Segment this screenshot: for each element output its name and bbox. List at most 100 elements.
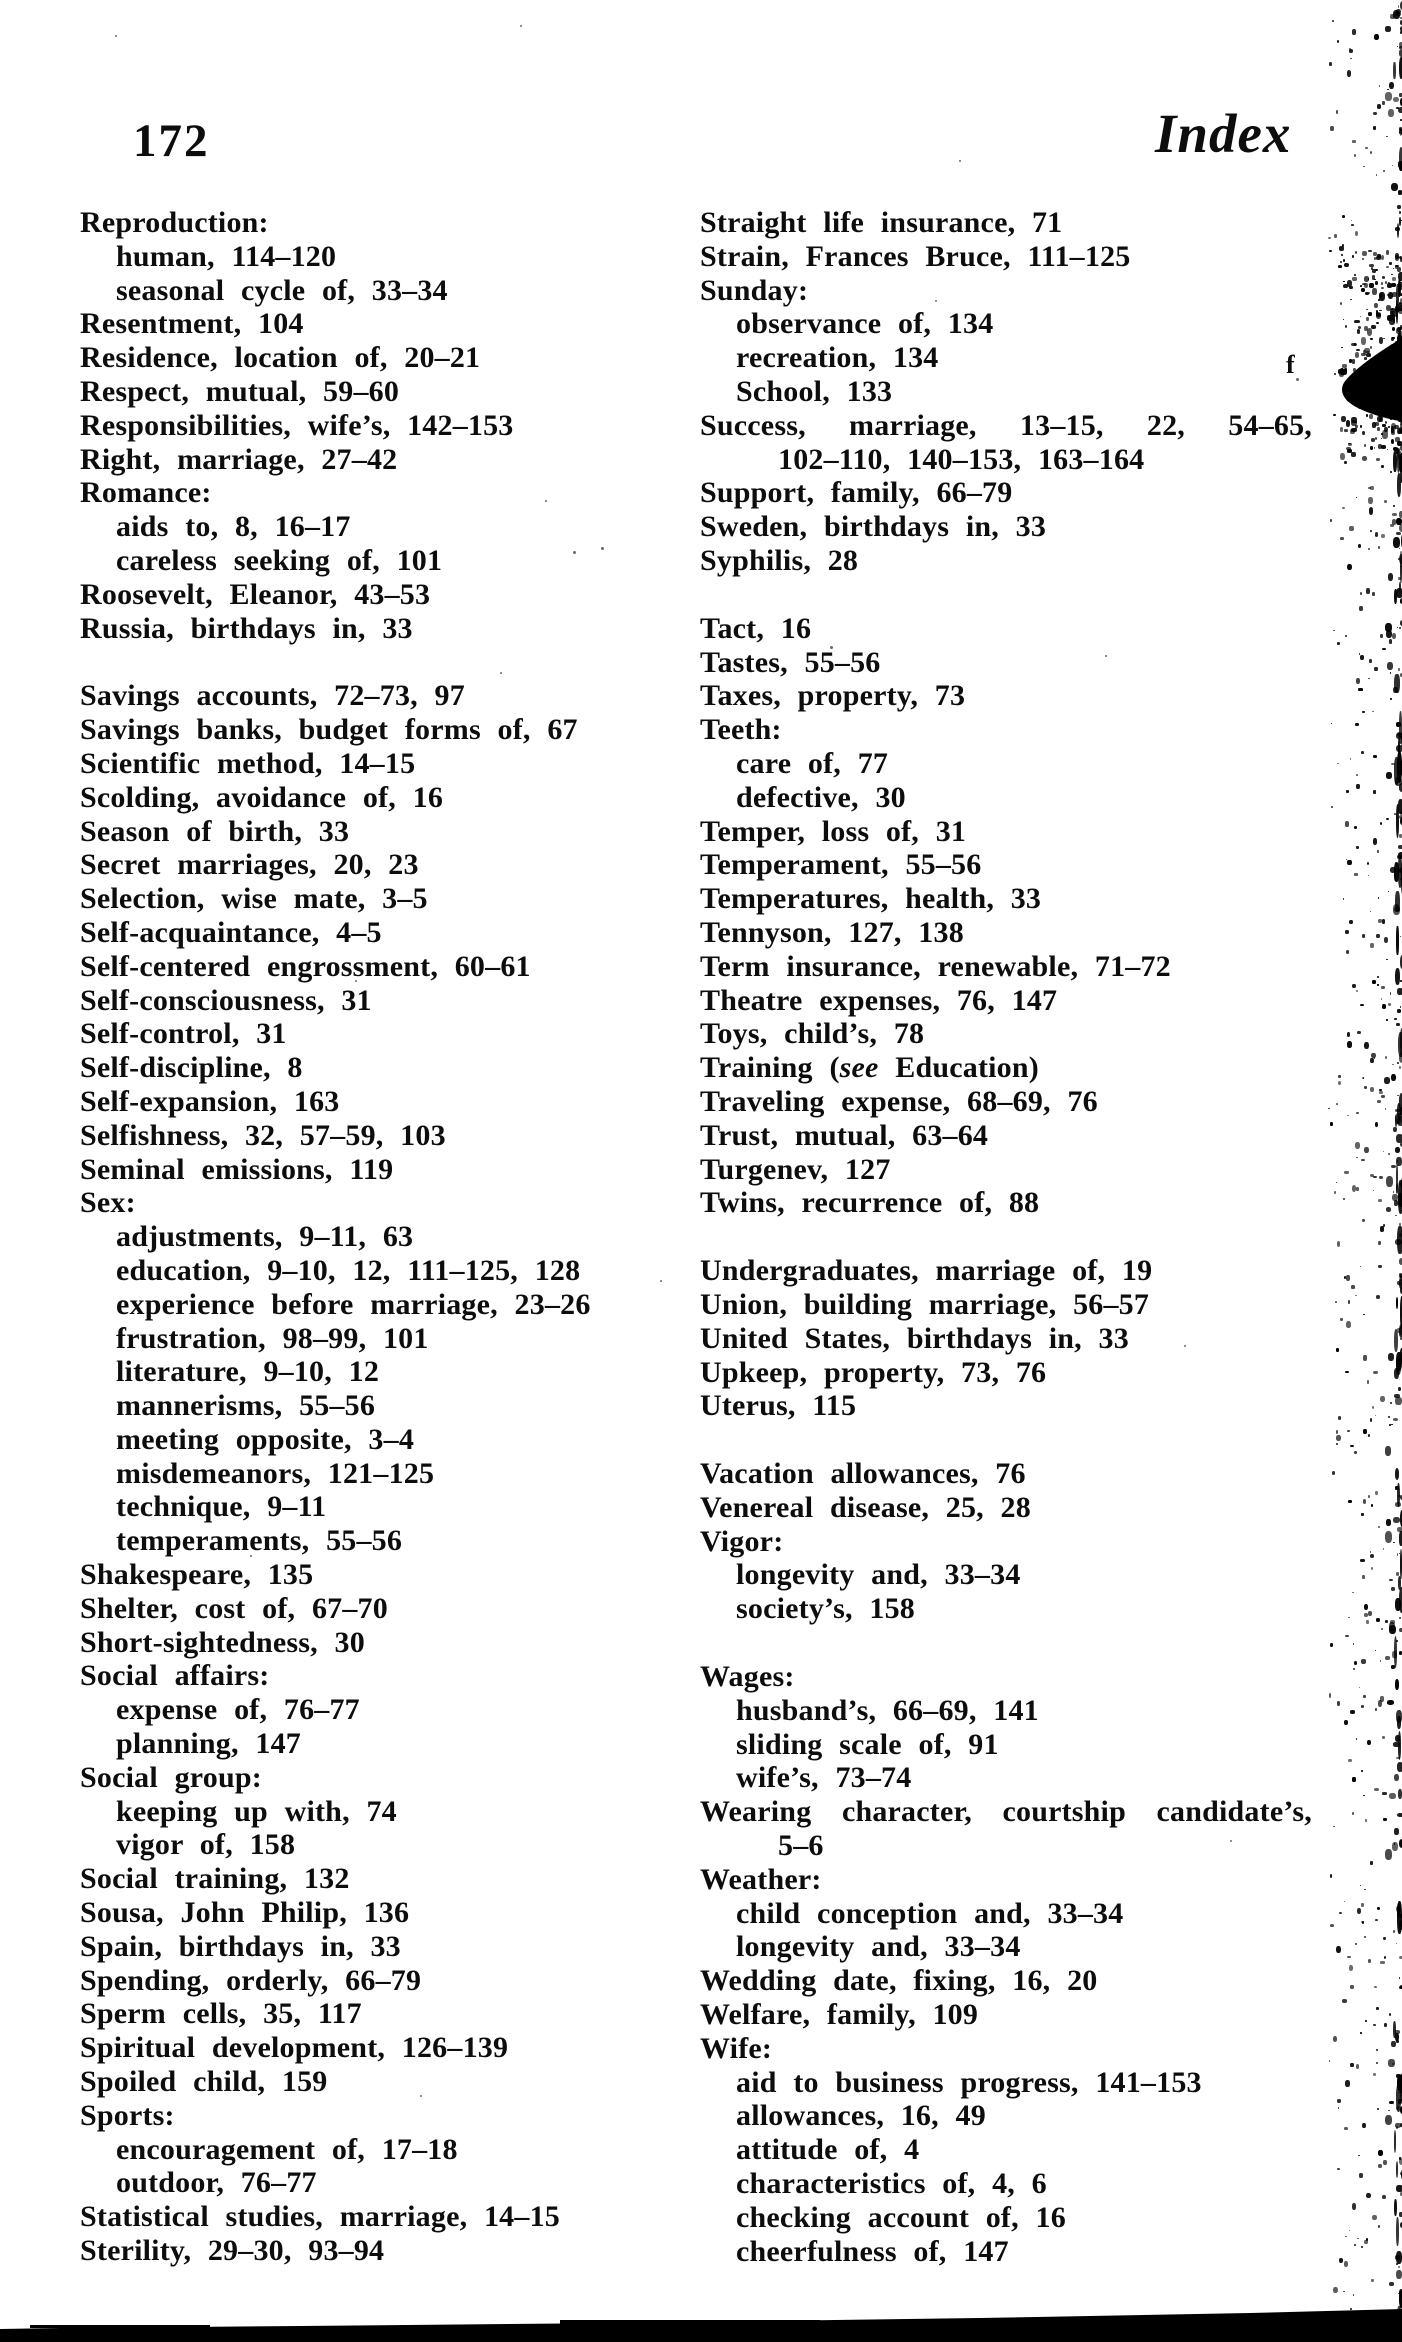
noise-speck	[250, 1555, 252, 1557]
noise-speck	[1338, 2258, 1344, 2264]
noise-speck	[1355, 2063, 1360, 2070]
noise-speck	[1385, 1108, 1387, 1110]
noise-speck	[1359, 2173, 1363, 2178]
noise-speck	[1350, 1985, 1354, 1990]
index-entry: Russia, birthdays in, 33	[80, 611, 413, 645]
noise-speck	[1397, 1900, 1402, 1934]
noise-speck	[1357, 1030, 1361, 1035]
noise-speck	[1388, 1423, 1391, 1427]
noise-speck	[1380, 1396, 1385, 1403]
index-entry: Resentment, 104	[80, 307, 304, 341]
noise-speck	[1380, 254, 1385, 261]
noise-speck	[1367, 1434, 1371, 1438]
noise-speck	[1349, 919, 1354, 925]
noise-speck	[1394, 1678, 1400, 1690]
noise-speck	[1398, 307, 1402, 314]
noise-speck	[1400, 954, 1402, 970]
noise-speck	[1394, 1467, 1400, 1481]
noise-speck	[1376, 2049, 1378, 2051]
noise-speck	[1363, 1795, 1365, 1797]
noise-speck	[1361, 1076, 1364, 1080]
noise-speck	[1386, 449, 1389, 451]
noise-speck	[1398, 547, 1401, 550]
noise-speck	[1360, 382, 1366, 389]
noise-speck	[1343, 2126, 1348, 2130]
noise-speck	[1380, 985, 1385, 989]
index-entry: education, 9–10, 12, 111–125, 128	[116, 1253, 581, 1287]
noise-speck	[1365, 2238, 1368, 2241]
index-entry: Undergraduates, marriage of, 19	[700, 1254, 1153, 1288]
noise-speck	[1399, 370, 1402, 378]
noise-speck	[1397, 1103, 1402, 1122]
noise-speck	[1361, 456, 1368, 462]
noise-speck	[1392, 267, 1395, 269]
noise-speck	[1363, 165, 1365, 168]
noise-speck	[1388, 81, 1395, 90]
noise-speck	[1359, 2032, 1363, 2035]
noise-speck	[1393, 536, 1401, 548]
noise-speck	[1364, 1086, 1368, 1089]
noise-speck	[1380, 533, 1386, 538]
noise-speck	[1374, 278, 1376, 281]
noise-speck	[1364, 1146, 1370, 1154]
noise-speck	[1348, 1616, 1350, 1619]
noise-speck	[1365, 147, 1368, 150]
noise-speck	[1391, 1073, 1396, 1082]
noise-speck	[1341, 244, 1345, 248]
noise-speck	[1385, 266, 1389, 269]
noise-speck	[1393, 1828, 1399, 1835]
noise-speck	[1375, 422, 1380, 427]
noise-speck	[1373, 1370, 1378, 1375]
noise-speck	[1361, 430, 1366, 436]
noise-speck	[1389, 1619, 1395, 1625]
noise-speck	[1366, 1739, 1372, 1746]
noise-speck	[1398, 1258, 1402, 1266]
noise-speck	[1356, 374, 1362, 382]
noise-speck	[1376, 322, 1380, 325]
noise-speck	[1398, 1277, 1402, 1289]
noise-speck	[1340, 253, 1343, 257]
index-entry: Union, building marriage, 56–57	[700, 1287, 1150, 1321]
index-group: Straight life insurance, 71 Strain, Franc…	[700, 206, 1312, 578]
noise-speck	[1398, 1650, 1402, 1656]
noise-speck	[1349, 1710, 1355, 1715]
noise-speck	[1355, 677, 1360, 685]
noise-speck	[1363, 325, 1369, 331]
noise-speck	[1380, 384, 1382, 387]
noise-speck	[1385, 1519, 1391, 1526]
noise-speck	[1373, 789, 1376, 794]
noise-speck	[1365, 407, 1367, 410]
noise-speck	[1375, 1617, 1381, 1622]
noise-speck	[1393, 96, 1400, 103]
noise-speck	[1397, 2305, 1402, 2330]
noise-speck	[1393, 1742, 1401, 1747]
noise-speck	[1369, 151, 1373, 155]
index-entry: encouragement of, 17–18	[116, 2132, 458, 2166]
noise-speck	[1329, 1873, 1333, 1878]
noise-speck	[1342, 1198, 1345, 1200]
noise-speck	[1360, 1705, 1364, 1709]
noise-speck	[1394, 861, 1400, 882]
noise-speck	[1390, 418, 1392, 420]
noise-speck	[1396, 1352, 1402, 1372]
noise-speck	[1354, 319, 1360, 324]
noise-speck	[1393, 1773, 1400, 1781]
noise-speck	[1397, 429, 1402, 435]
noise-speck	[1368, 658, 1372, 664]
noise-speck	[1399, 366, 1402, 370]
noise-speck	[1393, 450, 1397, 473]
noise-speck	[1381, 433, 1383, 436]
noise-speck	[935, 300, 937, 302]
noise-speck	[1372, 1175, 1377, 1179]
noise-speck	[1364, 1041, 1369, 1050]
index-entry: literature, 9–10, 12	[116, 1355, 380, 1389]
noise-speck	[1361, 750, 1365, 754]
noise-speck	[1385, 370, 1388, 372]
noise-speck	[1394, 358, 1396, 360]
noise-speck	[1392, 2062, 1395, 2065]
noise-speck	[1396, 472, 1402, 498]
noise-speck	[1344, 1276, 1347, 1280]
noise-speck	[1333, 413, 1336, 417]
noise-speck	[1395, 1147, 1401, 1154]
noise-speck	[1394, 588, 1398, 604]
